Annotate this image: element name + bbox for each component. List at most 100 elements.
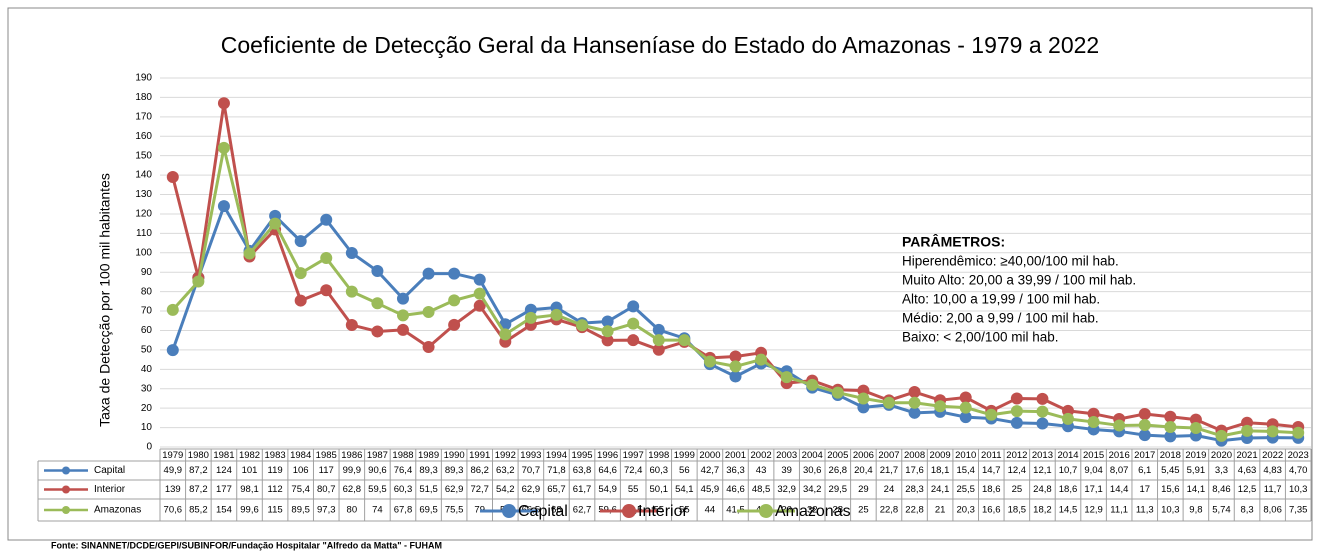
- marker: [345, 285, 358, 298]
- marker: [1113, 419, 1126, 432]
- annotation-line: Hiperendêmico: ≥40,00/100 mil hab.: [902, 254, 1119, 269]
- table-value: 36,3: [726, 465, 745, 476]
- table-value: 26,8: [829, 465, 848, 476]
- table-value: 76,4: [394, 465, 413, 476]
- table-value: 99,9: [343, 465, 362, 476]
- table-value: 8,46: [1212, 484, 1231, 495]
- y-tick-label: 80: [141, 286, 153, 297]
- table-value: 87,2: [189, 484, 208, 495]
- x-tick-label: 2022: [1262, 450, 1283, 461]
- marker: [652, 334, 665, 347]
- table-value: 62,9: [522, 484, 541, 495]
- table-value: 55: [628, 484, 639, 495]
- table-value: 54,2: [496, 484, 515, 495]
- table-value: 69,5: [419, 505, 438, 516]
- table-value: 154: [216, 505, 232, 516]
- table-value: 89,5: [291, 505, 310, 516]
- table-value: 7,35: [1289, 505, 1308, 516]
- y-tick-label: 30: [141, 383, 153, 394]
- table-value: 89,3: [419, 465, 438, 476]
- marker: [345, 319, 358, 332]
- table-value: 85,2: [189, 505, 208, 516]
- marker: [1087, 415, 1100, 428]
- y-tick-label: 50: [141, 345, 153, 356]
- marker: [217, 97, 230, 110]
- source: Fonte: SINANNET/DCDE/GEPI/SUBINFOR/Funda…: [51, 540, 442, 550]
- x-tick-label: 1981: [213, 450, 234, 461]
- legend-label: Amazonas: [775, 503, 851, 520]
- table-value: 86,2: [470, 465, 489, 476]
- table-value: 90,6: [368, 465, 387, 476]
- y-axis-label: Taxa de Detecção por 100 mil habitantes: [97, 173, 113, 427]
- x-tick-label: 1996: [597, 450, 618, 461]
- y-tick-label: 10: [141, 422, 153, 433]
- table-value: 15,6: [1161, 484, 1180, 495]
- table-value: 17,6: [905, 465, 924, 476]
- marker: [217, 141, 230, 154]
- marker: [1292, 426, 1305, 439]
- table-value: 59,5: [368, 484, 387, 495]
- annotation-title: PARÂMETROS:: [902, 233, 1005, 250]
- y-tick-label: 150: [135, 150, 152, 161]
- table-value: 39: [781, 465, 792, 476]
- table-value: 106: [293, 465, 309, 476]
- table-value: 62,7: [573, 505, 592, 516]
- marker: [499, 328, 512, 341]
- table-value: 70,6: [164, 505, 183, 516]
- x-tick-label: 2010: [955, 450, 976, 461]
- table-value: 72,7: [470, 484, 489, 495]
- marker: [371, 265, 384, 278]
- marker: [550, 308, 563, 321]
- x-tick-label: 2021: [1236, 450, 1257, 461]
- table-value: 63,2: [496, 465, 515, 476]
- table-value: 10,3: [1161, 505, 1180, 516]
- legend-label: Interior: [638, 503, 688, 520]
- table-value: 10,3: [1289, 484, 1308, 495]
- y-tick-label: 90: [141, 267, 153, 278]
- marker: [601, 315, 614, 328]
- table-value: 62,9: [445, 484, 464, 495]
- chart-title: Coeficiente de Detecção Geral da Hansení…: [221, 32, 1099, 58]
- table-value: 12,9: [1084, 505, 1103, 516]
- table-value: 75,5: [445, 505, 464, 516]
- marker: [320, 284, 333, 297]
- marker: [448, 294, 461, 307]
- x-tick-label: 2006: [853, 450, 874, 461]
- table-value: 46,6: [726, 484, 745, 495]
- table-value: 43: [756, 465, 767, 476]
- table-value: 51,5: [419, 484, 438, 495]
- table-value: 6,1: [1138, 465, 1151, 476]
- y-tick-label: 180: [135, 92, 152, 103]
- x-tick-label: 1983: [265, 450, 286, 461]
- marker: [320, 213, 333, 226]
- table-value: 124: [216, 465, 232, 476]
- table-value: 71,8: [547, 465, 566, 476]
- x-tick-label: 2015: [1083, 450, 1104, 461]
- x-tick-label: 1984: [290, 450, 311, 461]
- marker: [294, 294, 307, 307]
- table-value: 115: [268, 505, 283, 516]
- x-tick-label: 2023: [1288, 450, 1309, 461]
- table-value: 14,7: [982, 465, 1001, 476]
- table-value: 24,8: [1033, 484, 1052, 495]
- table-row-name: Capital: [94, 465, 125, 476]
- y-tick-label: 20: [141, 403, 153, 414]
- table-value: 117: [319, 465, 334, 476]
- table-value: 8,07: [1110, 465, 1129, 476]
- marker: [192, 275, 205, 288]
- table-value: 18,2: [1033, 505, 1052, 516]
- marker: [473, 273, 486, 286]
- x-tick-label: 1992: [495, 450, 516, 461]
- table-value: 65,7: [547, 484, 566, 495]
- table-value: 29: [858, 484, 869, 495]
- table-value: 5,91: [1187, 465, 1206, 476]
- table-value: 79: [474, 505, 485, 516]
- table-value: 45,9: [701, 484, 720, 495]
- marker: [627, 334, 640, 347]
- y-tick-label: 120: [135, 209, 152, 220]
- table-key-marker: [62, 466, 70, 475]
- marker: [396, 292, 409, 305]
- table-value: 48,5: [752, 484, 771, 495]
- marker: [857, 401, 870, 414]
- x-tick-label: 2004: [802, 450, 823, 461]
